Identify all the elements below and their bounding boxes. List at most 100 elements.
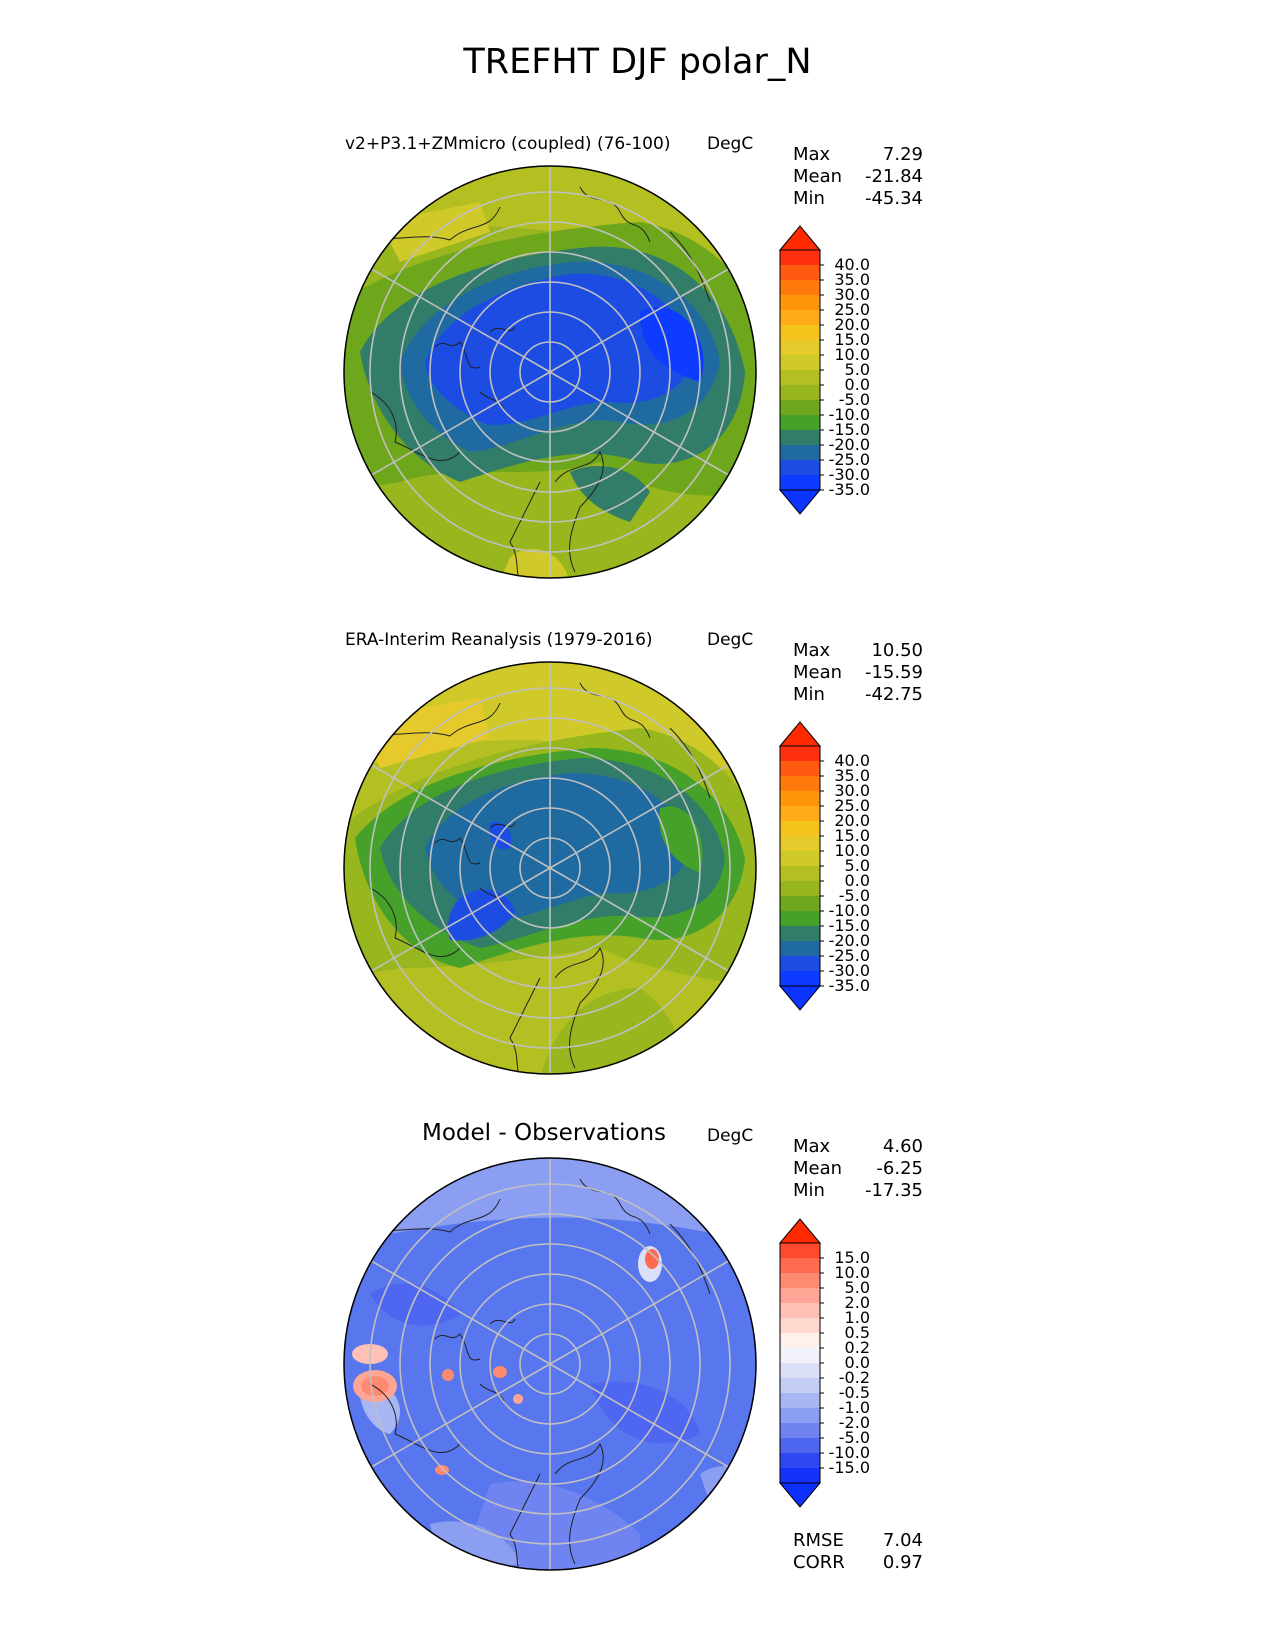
colorbar-swatch bbox=[780, 355, 820, 371]
colorbar-over-extension bbox=[778, 225, 822, 251]
colorbar-swatch bbox=[780, 445, 820, 461]
colorbar-swatch bbox=[780, 1243, 820, 1259]
colorbar-swatch bbox=[780, 971, 820, 987]
colorbar-tick-label: 30.0 bbox=[834, 781, 870, 800]
metric-label: CORR bbox=[793, 1552, 845, 1573]
stats-box: Max 7.29 Mean -21.84 Min -45.34 bbox=[793, 144, 923, 210]
polar-map bbox=[343, 1157, 757, 1571]
colorbar-swatch bbox=[780, 926, 820, 942]
colorbar-swatch bbox=[780, 761, 820, 777]
colorbar-swatch bbox=[780, 1258, 820, 1274]
colorbar-tick-label: 5.0 bbox=[845, 360, 870, 379]
colorbar-swatch bbox=[780, 265, 820, 281]
stats-box: Max 10.50 Mean -15.59 Min -42.75 bbox=[793, 640, 923, 706]
panel-title: v2+P3.1+ZMmicro (coupled) (76-100) bbox=[345, 134, 671, 154]
colorbar-tick-label: 0.2 bbox=[845, 1338, 870, 1357]
colorbar-swatch bbox=[780, 1438, 820, 1454]
colorbar-tick-label: -15.0 bbox=[829, 1458, 870, 1477]
stat-value: -6.25 bbox=[876, 1158, 923, 1179]
stat-label: Max bbox=[793, 144, 831, 165]
colorbar-swatch bbox=[780, 340, 820, 356]
coastlines bbox=[369, 186, 711, 578]
colorbar-swatch bbox=[780, 941, 820, 957]
stat-value: -45.34 bbox=[864, 188, 923, 209]
graticule bbox=[367, 1158, 733, 1570]
colorbar-swatch bbox=[780, 475, 820, 491]
units-label: DegC bbox=[707, 630, 754, 650]
colorbar-swatch bbox=[780, 791, 820, 807]
stat-label: Min bbox=[793, 188, 825, 209]
colorbar-tick-label: 40.0 bbox=[834, 751, 870, 770]
units-label: DegC bbox=[707, 134, 754, 154]
colorbar-tick-label: 35.0 bbox=[834, 270, 870, 289]
colorbar-tick-label: -5.0 bbox=[839, 390, 870, 409]
colorbar: 15.010.05.02.01.00.50.20.0-0.2-0.5-1.0-2… bbox=[778, 1218, 870, 1508]
colorbar-swatch bbox=[780, 956, 820, 972]
colorbar-tick-label: -0.2 bbox=[839, 1368, 870, 1387]
colorbar-swatch bbox=[780, 1468, 820, 1484]
colorbar-tick-label: 0.0 bbox=[845, 375, 870, 394]
colorbar-swatch bbox=[780, 1303, 820, 1319]
colorbar-swatch bbox=[780, 1333, 820, 1349]
colorbar-tick-label: -10.0 bbox=[829, 1443, 870, 1462]
colorbar-tick-label: 5.0 bbox=[845, 1278, 870, 1297]
colorbar-tick-label: 15.0 bbox=[834, 330, 870, 349]
metrics-box: RMSE 7.04 CORR 0.97 bbox=[793, 1530, 923, 1574]
colorbar-swatch bbox=[780, 250, 820, 266]
colorbar-swatch bbox=[780, 460, 820, 476]
colorbar-swatch bbox=[780, 1288, 820, 1304]
colorbar-tick-label: 25.0 bbox=[834, 300, 870, 319]
metric-value: 0.97 bbox=[882, 1552, 923, 1573]
colorbar-swatch bbox=[780, 1453, 820, 1469]
colorbar-tick-label: -0.5 bbox=[839, 1383, 870, 1402]
stat-value: 4.60 bbox=[882, 1136, 923, 1157]
stat-label: Mean bbox=[793, 1158, 843, 1179]
panel-title: ERA-Interim Reanalysis (1979-2016) bbox=[345, 630, 653, 650]
colorbar-tick-label: 15.0 bbox=[834, 826, 870, 845]
colorbar-tick-label: 10.0 bbox=[834, 345, 870, 364]
figure-title: TREFHT DJF polar_N bbox=[463, 42, 812, 82]
colorbar-swatch bbox=[780, 881, 820, 897]
colorbar-tick-label: 0.0 bbox=[845, 871, 870, 890]
colorbar-swatch bbox=[780, 866, 820, 882]
colorbar-tick-label: -5.0 bbox=[839, 886, 870, 905]
graticule bbox=[367, 166, 733, 578]
colorbar-tick-label: 5.0 bbox=[845, 856, 870, 875]
colorbar-tick-label: -35.0 bbox=[829, 480, 870, 499]
stat-label: Min bbox=[793, 684, 825, 705]
colorbar-tick-label: -25.0 bbox=[829, 946, 870, 965]
colorbar-tick-label: 2.0 bbox=[845, 1293, 870, 1312]
colorbar-tick-label: -15.0 bbox=[829, 420, 870, 439]
colorbar-tick-label: -30.0 bbox=[829, 465, 870, 484]
colorbar-swatch bbox=[780, 385, 820, 401]
colorbar-swatch bbox=[780, 851, 820, 867]
stat-value: -42.75 bbox=[864, 684, 923, 705]
colorbar-tick-label: 0.5 bbox=[845, 1323, 870, 1342]
colorbar-over-extension bbox=[778, 1218, 822, 1244]
colorbar-swatch bbox=[780, 325, 820, 341]
colorbar-tick-label: 25.0 bbox=[834, 796, 870, 815]
colorbar-swatch bbox=[780, 806, 820, 822]
stat-label: Max bbox=[793, 640, 831, 661]
stat-label: Mean bbox=[793, 662, 843, 683]
metric-label: RMSE bbox=[793, 1530, 844, 1551]
colorbar-swatch bbox=[780, 1378, 820, 1394]
units-label: DegC bbox=[707, 1126, 754, 1146]
metric-value: 7.04 bbox=[882, 1530, 923, 1551]
stat-label: Min bbox=[793, 1180, 825, 1201]
stat-value: -21.84 bbox=[864, 166, 923, 187]
colorbar-swatch bbox=[780, 1423, 820, 1439]
colorbar-swatch bbox=[780, 1348, 820, 1364]
stat-value: 10.50 bbox=[871, 640, 923, 661]
colorbar: 40.035.030.025.020.015.010.05.00.0-5.0-1… bbox=[778, 225, 870, 515]
colorbar-swatch bbox=[780, 370, 820, 386]
colorbar-swatch bbox=[780, 1408, 820, 1424]
stat-label: Max bbox=[793, 1136, 831, 1157]
colorbar-tick-label: -10.0 bbox=[829, 901, 870, 920]
colorbar-swatch bbox=[780, 1318, 820, 1334]
panel-title: Model - Observations bbox=[422, 1120, 667, 1146]
colorbar-tick-label: 15.0 bbox=[834, 1248, 870, 1267]
colorbar-swatch bbox=[780, 896, 820, 912]
colorbar-tick-label: 20.0 bbox=[834, 315, 870, 334]
graticule bbox=[367, 662, 733, 1074]
